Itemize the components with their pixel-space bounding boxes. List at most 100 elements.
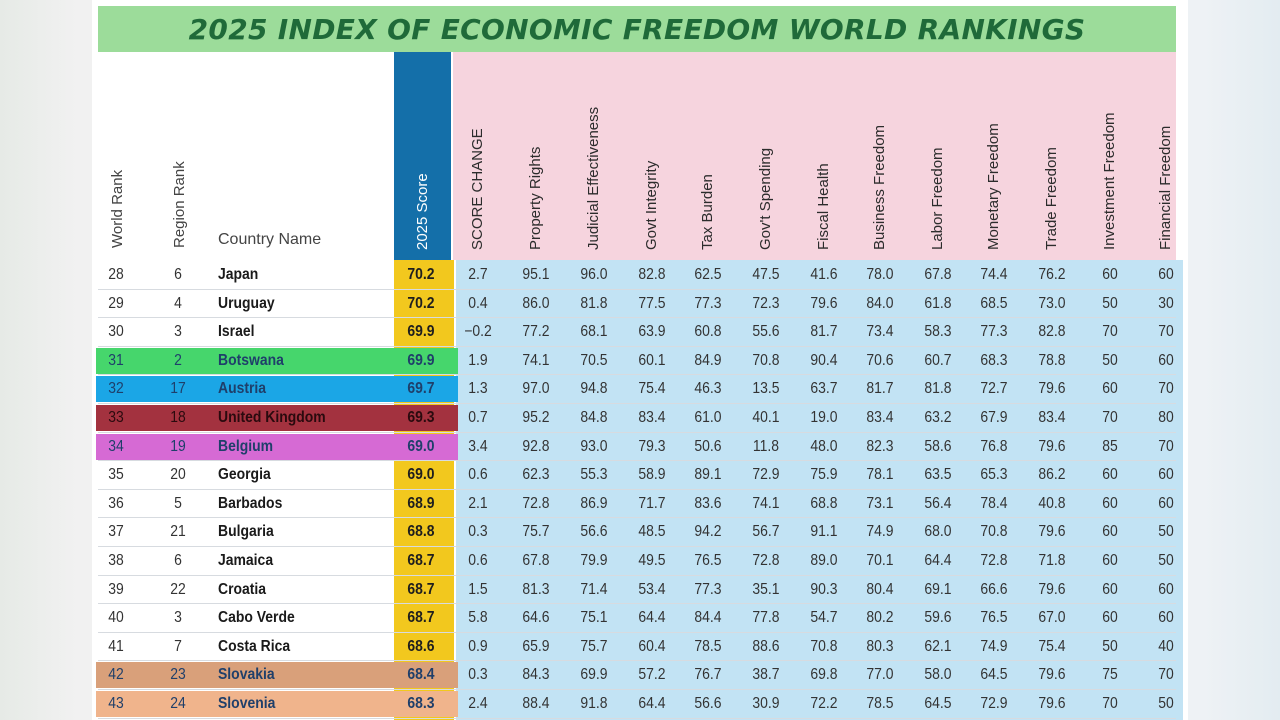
header-region-rank: Region Rank [171,161,188,248]
header-indicator: Trade Freedom [1043,147,1060,250]
indicator-value-cell: 72.8 [752,552,780,569]
indicator-value-cell: 71.4 [580,580,608,598]
table-row: 39 22 Croatia 68.7 1.5 81.3 71.4 53.4 77.3 35.1 90… [98,576,1176,605]
indicator-value-cell: 70 [1102,323,1118,341]
indicator-value-cell: 84.8 [580,409,608,426]
indicator-value-cell: 62.5 [694,266,722,283]
table-row: 30 3 Israel 69.9 −0.2 77.2 68.1 63.9 60.8 55.6 81.… [98,318,1176,347]
indicator-value-cell: 83.4 [866,409,894,426]
indicator-value-cell: 79.6 [1038,695,1066,712]
indicator-value-cell: 48.5 [638,523,666,541]
region-rank-cell: 5 [174,494,182,512]
indicator-value-cell: 81.8 [580,294,608,312]
indicator-value-cell: 50 [1158,523,1174,541]
header-indicator: Judicial Effectiveness [585,106,602,250]
indicator-value-cell: 94.2 [694,523,722,541]
indicator-value-cell: −0.2 [464,323,492,341]
region-rank-cell: 2 [174,351,182,369]
indicator-value-cell: 68.1 [580,323,608,341]
indicator-value-cell: 77.3 [980,323,1008,341]
indicator-value-cell: 70 [1158,380,1174,398]
region-rank-cell: 19 [170,437,186,455]
indicator-value-cell: 62.1 [924,637,952,655]
indicator-value-cell: 19.0 [810,409,838,426]
indicator-value-cell: 81.8 [924,380,952,398]
indicator-value-cell: 82.8 [638,266,666,283]
score-cell: 69.0 [407,466,435,484]
indicator-value-cell: 65.3 [980,466,1008,484]
indicator-value-cell: 69.9 [580,666,608,684]
indicator-value-cell: 91.8 [580,695,608,712]
indicator-value-cell: 79.6 [1038,380,1066,398]
world-rank-cell: 43 [108,695,124,712]
indicator-header-area [453,52,1176,260]
header-2025-score: 2025 Score [414,173,431,250]
indicator-value-cell: 60.7 [924,351,952,369]
indicator-value-cell: 59.6 [924,609,952,627]
indicator-value-cell: 64.4 [924,552,952,569]
region-rank-cell: 20 [170,466,186,484]
indicator-value-cell: 79.6 [1038,437,1066,455]
table-row: 29 4 Uruguay 70.2 0.4 86.0 81.8 77.5 77.3 72.3 79.… [98,290,1176,319]
indicator-value-cell: 90.4 [810,351,838,369]
indicator-value-cell: 74.9 [980,637,1008,655]
indicator-value-cell: 75.7 [522,523,550,541]
indicator-value-cell: 72.3 [752,294,780,312]
indicator-value-cell: 85 [1102,437,1118,455]
indicator-value-cell: 89.0 [810,552,838,569]
indicator-value-cell: 75 [1102,666,1118,684]
indicator-value-cell: 70.5 [580,351,608,369]
title-banner: 2025 INDEX OF ECONOMIC FREEDOM WORLD RAN… [98,6,1176,52]
indicator-value-cell: 86.2 [1038,466,1066,484]
indicator-value-cell: 70 [1102,695,1118,712]
indicator-value-cell: 79.3 [638,437,666,455]
indicator-value-cell: 69.1 [924,580,952,598]
indicator-value-cell: 72.8 [522,494,550,512]
table-row: 31 2 Botswana 69.9 1.9 74.1 70.5 60.1 84.9 70.8 90… [98,347,1176,376]
world-rank-cell: 29 [108,294,124,312]
country-name-cell: Barbados [218,494,283,512]
indicator-value-cell: 30 [1158,294,1174,312]
score-cell: 68.7 [407,552,435,569]
indicator-value-cell: 76.2 [1038,266,1066,283]
world-rank-cell: 35 [108,466,124,484]
indicator-value-cell: 94.8 [580,380,608,398]
indicator-value-cell: 63.2 [924,409,952,426]
indicator-value-cell: 76.5 [980,609,1008,627]
indicator-value-cell: 72.2 [810,695,838,712]
indicator-value-cell: 50.6 [694,437,722,455]
indicator-value-cell: 88.4 [522,695,550,712]
indicator-value-cell: 82.3 [866,437,894,455]
indicator-value-cell: 86.0 [522,294,550,312]
indicator-value-cell: 60 [1102,466,1118,484]
indicator-value-cell: 84.4 [694,609,722,627]
row-highlight [96,347,458,374]
indicator-value-cell: 63.5 [924,466,952,484]
indicator-value-cell: 74.9 [866,523,894,541]
score-cell: 69.9 [407,351,435,369]
indicator-value-cell: 77.0 [866,666,894,684]
indicator-value-cell: 56.6 [580,523,608,541]
indicator-value-cell: 73.1 [866,494,894,512]
table-row: 28 6 Japan 70.2 2.7 95.1 96.0 82.8 62.5 47.5 41.6 7… [98,261,1176,290]
header-world-rank: World Rank [109,169,126,248]
country-name-cell: Japan [218,266,259,283]
region-rank-cell: 17 [170,380,186,398]
indicator-value-cell: 75.9 [810,466,838,484]
indicator-body-area [456,260,1183,720]
indicator-value-cell: 11.8 [752,437,780,455]
indicator-value-cell: 84.0 [866,294,894,312]
indicator-value-cell: 90.3 [810,580,838,598]
indicator-value-cell: 68.8 [810,494,838,512]
indicator-value-cell: 60.1 [638,351,666,369]
indicator-value-cell: 74.1 [522,351,550,369]
indicator-value-cell: 0.9 [468,637,488,655]
indicator-value-cell: 40.8 [1038,494,1066,512]
table-row: 32 17 Austria 69.7 1.3 97.0 94.8 75.4 46.3 13.5 63… [98,375,1176,404]
score-cell: 68.6 [407,637,435,655]
indicator-value-cell: 80.2 [866,609,894,627]
world-rank-cell: 38 [108,552,124,569]
indicator-value-cell: 81.3 [522,580,550,598]
indicator-value-cell: 64.5 [980,666,1008,684]
world-rank-cell: 28 [108,266,124,283]
